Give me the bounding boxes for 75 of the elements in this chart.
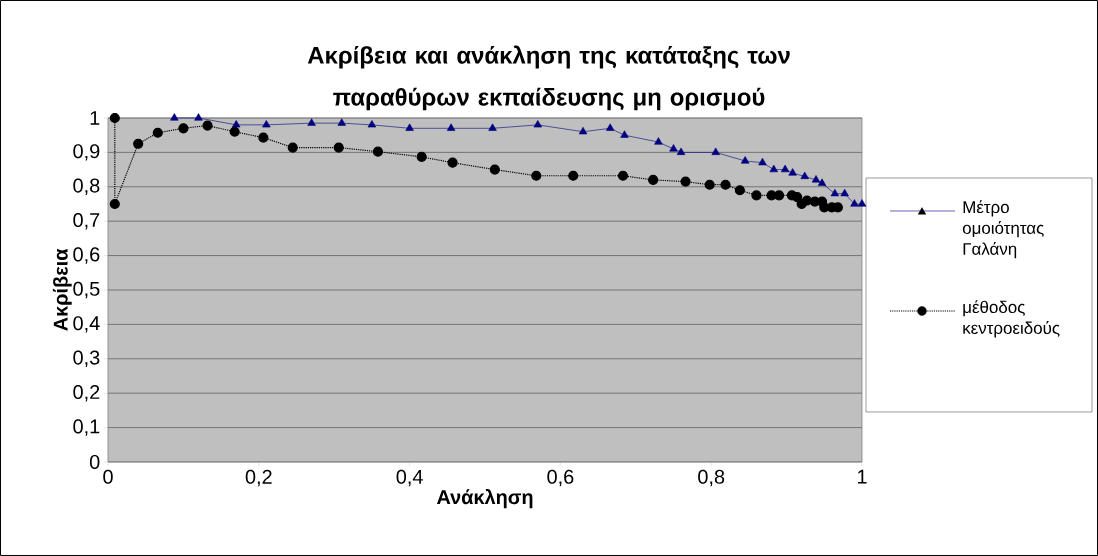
point: [711, 147, 720, 155]
point: [676, 147, 686, 155]
point: [734, 185, 745, 196]
x-tick-label: 0,4: [396, 469, 423, 487]
point: [648, 174, 659, 185]
point: [194, 113, 203, 121]
point: [109, 112, 120, 124]
point: [307, 118, 316, 126]
y-tick-label: 0,5: [73, 281, 100, 299]
y-tick-label: 0,4: [73, 316, 100, 333]
point: [857, 199, 867, 207]
point: [800, 171, 809, 180]
point: [152, 127, 163, 138]
point: [817, 178, 827, 186]
chart-title: Ακρίβεια και ανάκληση της κατάταξης των παραθύρων εκπαίδευσης μη ορισμού: [307, 45, 790, 111]
x-axis-title: Ανάκληση: [436, 489, 533, 509]
point: [617, 170, 629, 181]
y-tick-label: 0,7: [73, 212, 100, 230]
legend-label: μέθοδος κεντροειδούς: [963, 300, 1060, 338]
y-tick-label: 0,8: [73, 178, 100, 196]
point: [669, 144, 678, 152]
point: [405, 123, 414, 131]
point: [680, 176, 691, 187]
y-tick-label: 0,2: [73, 384, 100, 402]
y-tick-label: 0,3: [73, 350, 100, 368]
point: [133, 138, 144, 149]
point: [178, 123, 189, 134]
point: [287, 142, 298, 153]
point: [751, 190, 762, 201]
point: [262, 120, 271, 128]
x-tick-label: 0: [103, 469, 113, 484]
point: [780, 164, 790, 173]
point: [740, 156, 750, 164]
y-axis-title: Ακρίβεια: [52, 248, 72, 331]
point: [578, 126, 588, 135]
y-tick-label: 0,9: [73, 144, 100, 161]
y-tick-label: 0: [89, 454, 100, 470]
point: [788, 168, 797, 176]
x-tick-label: 0,6: [547, 469, 574, 487]
point: [446, 123, 456, 131]
point: [769, 164, 778, 173]
point: [447, 157, 458, 168]
point: [704, 179, 715, 190]
y-tick-label: 0,6: [73, 247, 100, 264]
point: [333, 142, 344, 153]
point: [811, 175, 821, 183]
point: [830, 188, 840, 197]
point: [840, 188, 849, 197]
point: [258, 132, 269, 143]
point: [605, 123, 615, 131]
point: [850, 199, 859, 207]
point: [337, 118, 346, 126]
point: [488, 123, 497, 131]
legend-label: Μέτρο ομοιότητας Γαλάνη: [962, 200, 1044, 259]
point: [620, 130, 629, 138]
point: [489, 164, 500, 175]
point: [109, 198, 120, 210]
point: [758, 157, 767, 166]
point: [533, 120, 542, 128]
point: [232, 120, 241, 128]
point: [202, 120, 213, 131]
point: [568, 170, 579, 181]
point: [170, 113, 179, 121]
x-tick-label: 1: [857, 469, 867, 484]
point: [367, 120, 377, 128]
y-tick-label: 1: [90, 111, 100, 125]
x-tick-label: 0,8: [698, 469, 725, 487]
y-tick-label: 0,1: [73, 419, 100, 436]
point: [229, 126, 240, 137]
point: [372, 146, 384, 157]
point: [654, 137, 663, 145]
point: [416, 151, 427, 162]
x-tick-label: 0,2: [245, 469, 272, 487]
point: [531, 170, 542, 181]
point: [720, 179, 731, 190]
